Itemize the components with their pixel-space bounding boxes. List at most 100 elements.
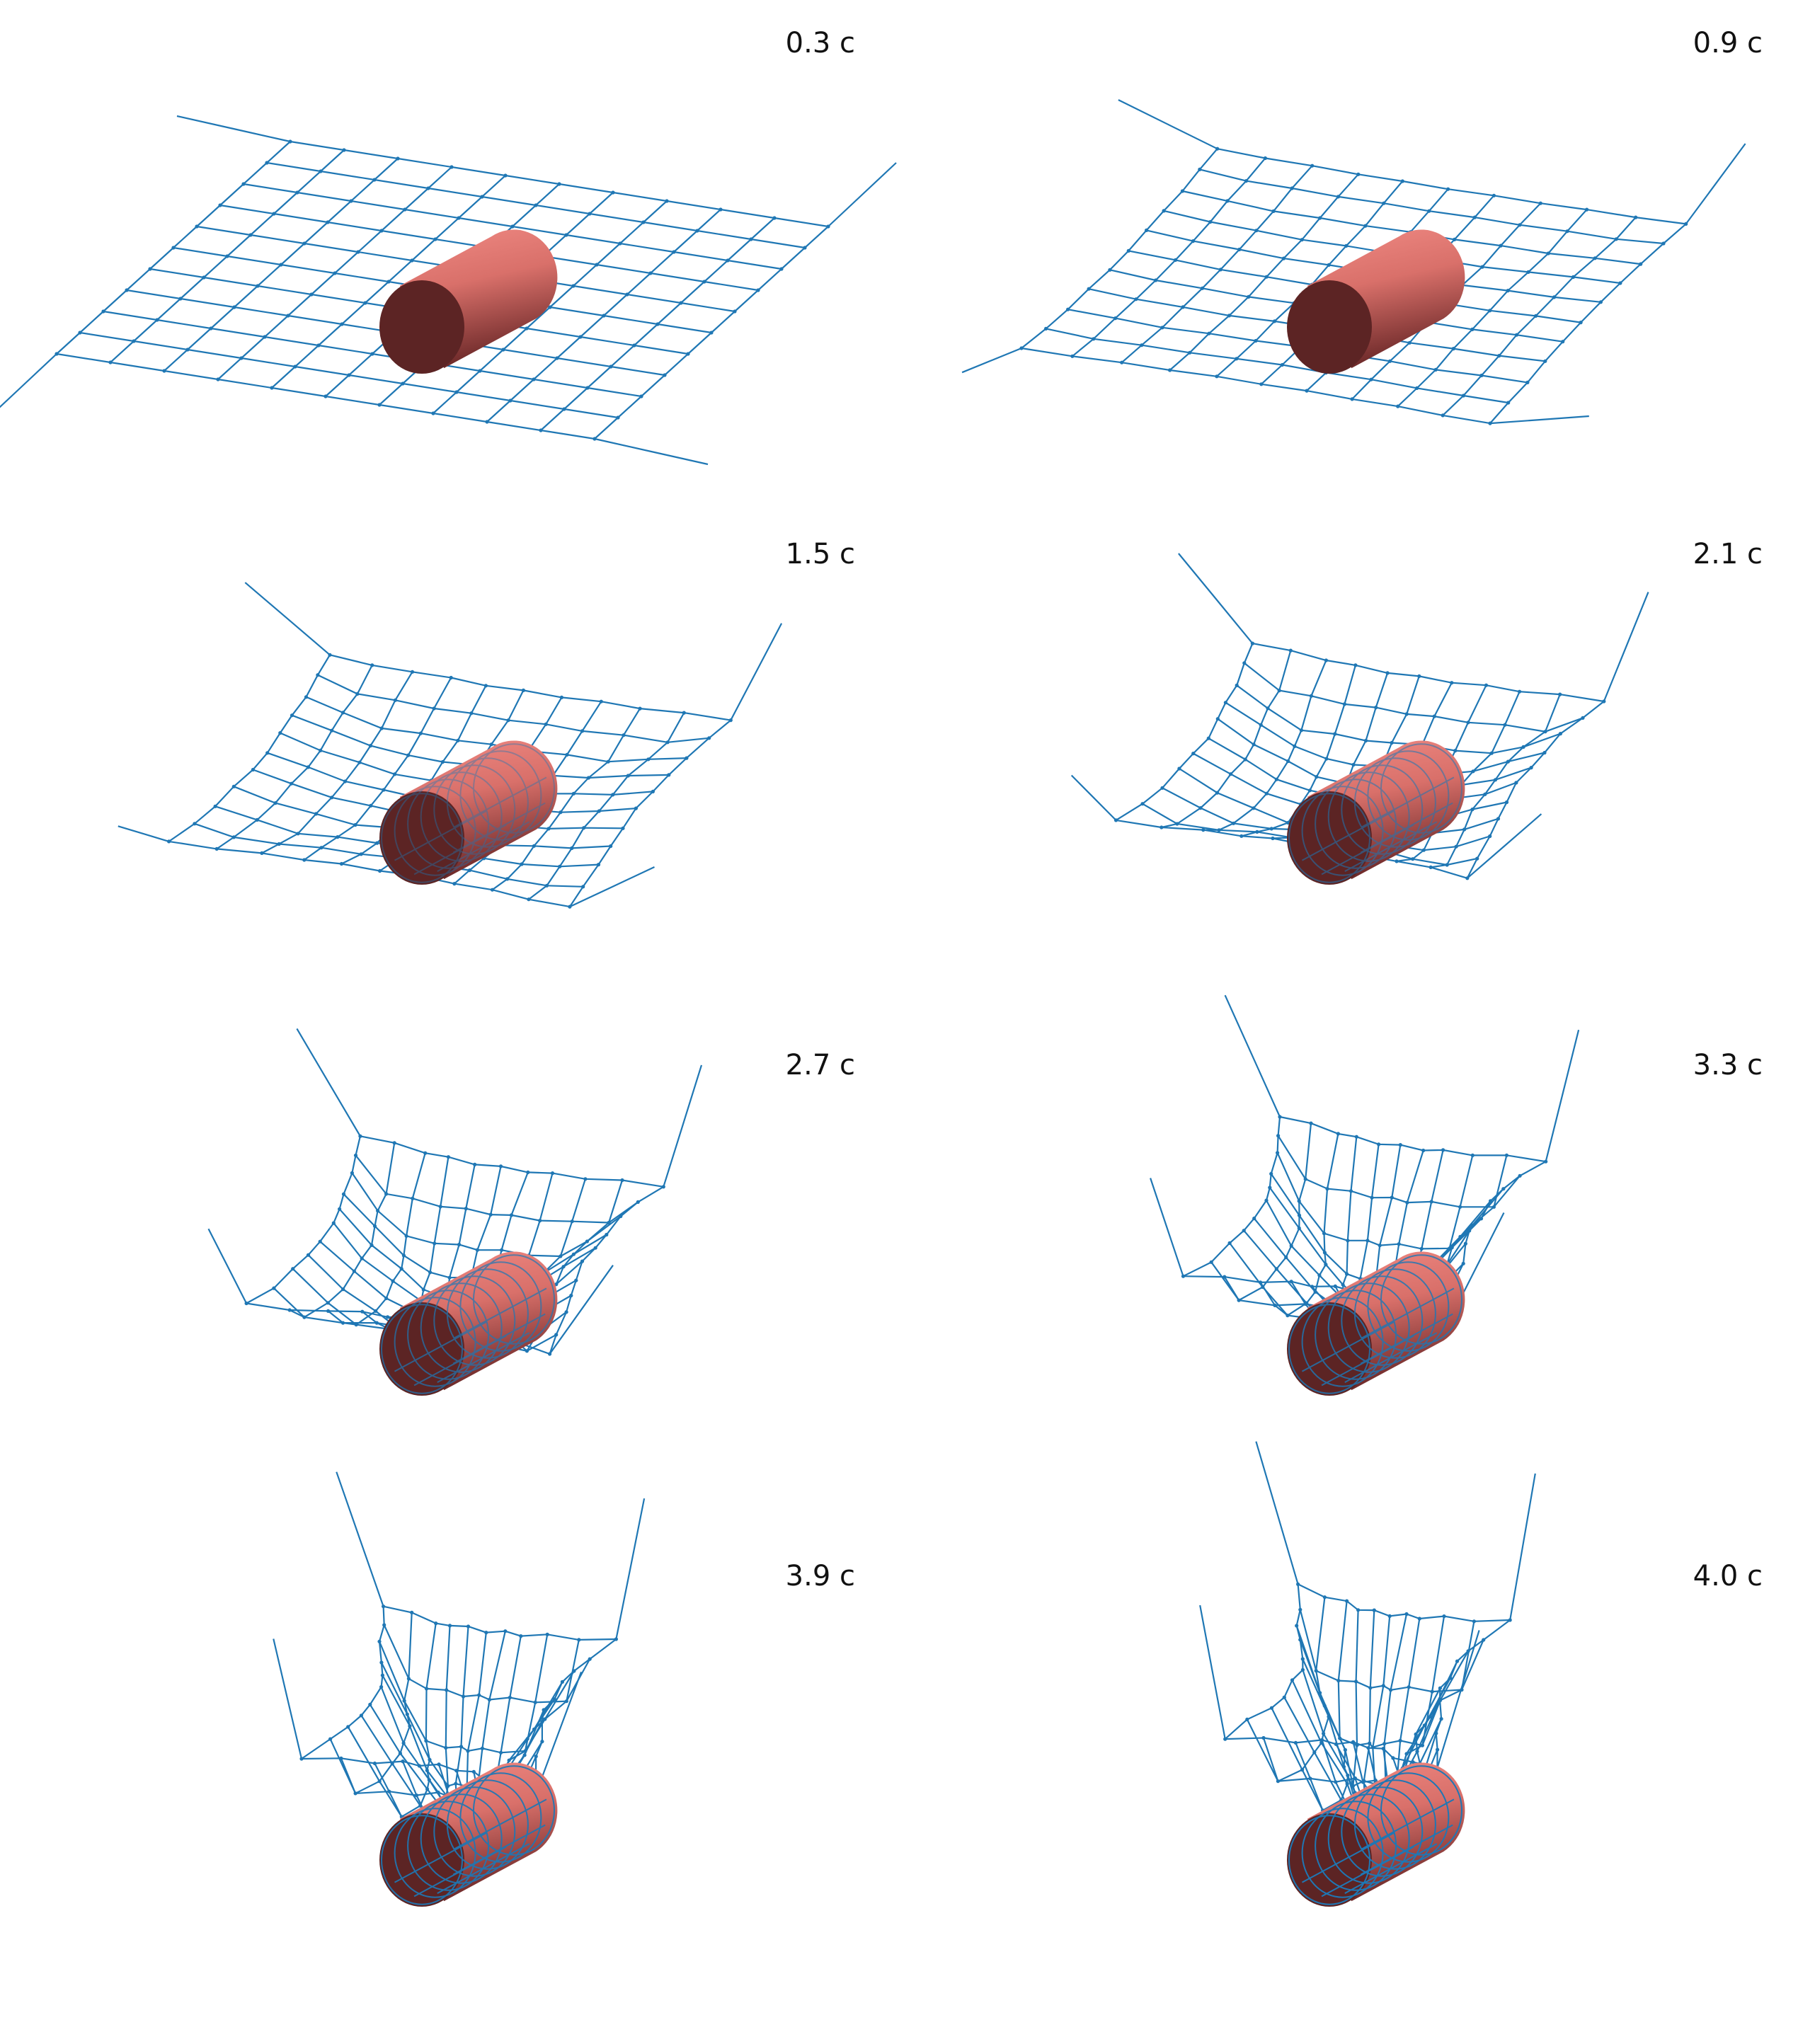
net-node <box>357 760 362 764</box>
net-node <box>1491 1205 1496 1209</box>
wrap-line <box>1321 824 1414 875</box>
net-node <box>326 1309 331 1313</box>
net-line <box>568 719 731 907</box>
net-node <box>1446 187 1450 191</box>
tether-line <box>828 162 897 227</box>
net-node <box>638 706 642 711</box>
net-node <box>1571 275 1576 279</box>
net-node <box>401 1253 406 1258</box>
net-node <box>1297 1213 1302 1217</box>
net-node <box>571 1252 576 1256</box>
net-node <box>1324 658 1328 662</box>
net-node <box>369 803 373 808</box>
wrap-line <box>394 810 487 861</box>
net-node <box>209 326 213 331</box>
net-node <box>445 1688 449 1692</box>
net-node <box>467 868 472 873</box>
net-node <box>1363 224 1368 228</box>
net-node <box>585 1239 590 1244</box>
net-node <box>1254 229 1259 233</box>
net-node <box>356 250 360 254</box>
net-node <box>1472 215 1477 219</box>
net-node <box>1318 1691 1322 1695</box>
net-node <box>1421 1148 1426 1153</box>
wrap-line <box>1361 776 1455 828</box>
net-node <box>333 271 337 275</box>
net-node <box>1271 209 1276 213</box>
net-node <box>314 812 319 816</box>
net-node <box>543 1717 547 1721</box>
net-node <box>1188 350 1192 355</box>
net-node <box>1585 207 1589 212</box>
net-node <box>379 726 384 730</box>
net-node <box>525 1737 529 1741</box>
net-node <box>1322 1704 1327 1708</box>
panel-3: 1.5 c <box>0 511 908 1022</box>
net-node <box>288 139 292 144</box>
net-node <box>1451 347 1455 351</box>
net-node <box>1381 1747 1385 1751</box>
net-node <box>1514 781 1518 785</box>
net-node <box>1237 247 1242 252</box>
net-node <box>1288 648 1293 653</box>
tether-line <box>1489 415 1589 425</box>
net-node <box>508 398 513 403</box>
net-node <box>256 284 260 288</box>
net-node <box>1140 802 1145 806</box>
net-line <box>1223 1123 1312 1302</box>
net-node <box>1296 1582 1300 1586</box>
wrap-ring <box>433 1786 516 1877</box>
wrap-line <box>1344 821 1438 872</box>
net-node <box>1259 723 1263 727</box>
panel-6: 3.3 c <box>908 994 1815 1533</box>
net-node <box>533 1700 537 1704</box>
net-node <box>295 190 299 195</box>
net-node <box>330 796 334 800</box>
net-node <box>1363 738 1368 743</box>
net-node <box>418 1803 423 1808</box>
net-node <box>1497 354 1501 358</box>
net-node <box>377 1639 382 1643</box>
net-node <box>1441 1148 1445 1152</box>
net-node <box>370 1243 374 1247</box>
net-node <box>1368 1741 1372 1745</box>
net-node <box>1134 297 1138 302</box>
net-node <box>1324 1263 1328 1267</box>
panel-4: 2.1 c <box>908 511 1815 1022</box>
time-label: 4.0 c <box>1693 1560 1763 1592</box>
net-line <box>1270 1173 1491 1282</box>
net-node <box>1312 1750 1317 1755</box>
net-node <box>569 1293 573 1298</box>
net-node <box>1489 751 1494 755</box>
net-node <box>1508 1618 1512 1622</box>
net-wrap <box>381 743 555 883</box>
net-node <box>571 284 576 288</box>
net-node <box>1333 732 1337 736</box>
net-node <box>162 369 166 373</box>
net-node <box>270 386 274 390</box>
net-node <box>466 1624 471 1629</box>
net-node <box>1235 357 1239 361</box>
net-node <box>596 863 601 867</box>
wrap-ring <box>473 1254 555 1345</box>
net-node <box>377 403 382 407</box>
net-node <box>372 1761 377 1766</box>
net-node <box>185 348 190 352</box>
cylinder <box>379 740 558 885</box>
net-node <box>1126 248 1130 253</box>
panel-2: 0.9 c <box>908 0 1815 511</box>
net-line <box>216 665 373 850</box>
net-node <box>1070 354 1075 358</box>
net-node <box>1417 674 1421 678</box>
net-node <box>611 793 615 797</box>
net-node <box>1217 828 1221 832</box>
net-node <box>299 1757 304 1761</box>
net-node <box>570 846 574 850</box>
net-node <box>457 1242 462 1247</box>
net-node <box>1277 689 1281 693</box>
net-node <box>255 817 259 822</box>
net-node <box>570 1219 574 1224</box>
net-node <box>1336 1679 1341 1683</box>
net-node <box>1278 1115 1282 1119</box>
wrap-line <box>1302 1321 1395 1372</box>
